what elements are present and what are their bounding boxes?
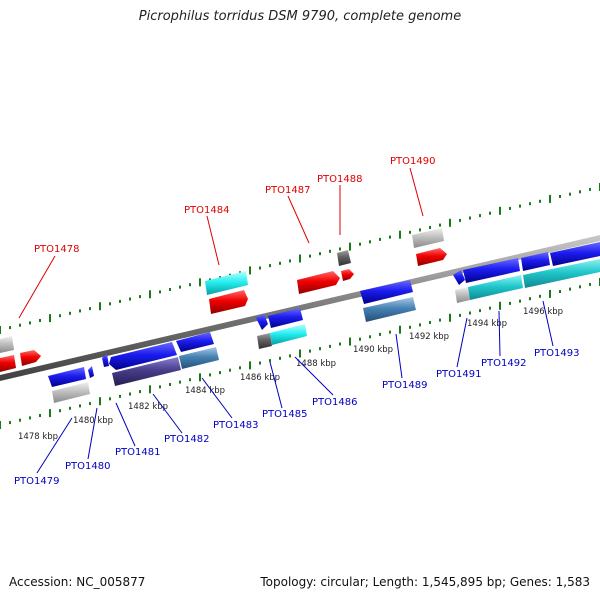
- kbp-label: 1492 kbp: [409, 332, 449, 342]
- leader-line: [18, 255, 56, 319]
- gene-arrow: [268, 308, 303, 328]
- gene-label[interactable]: PTO1480: [65, 461, 110, 472]
- leader-line: [498, 310, 501, 357]
- gene-block: [52, 382, 90, 403]
- kbp-label: 1488 kbp: [296, 359, 336, 369]
- gene-arrow: [453, 270, 465, 285]
- gene-block: [112, 357, 181, 386]
- kbp-scale-labels: 1478 kbp 1480 kbp 1482 kbp 1484 kbp 1486…: [18, 307, 563, 442]
- gene-label[interactable]: PTO1489: [382, 380, 427, 391]
- reverse-scale-ticks: [0, 278, 600, 429]
- gene-label[interactable]: PTO1481: [115, 447, 160, 458]
- kbp-label: 1494 kbp: [467, 319, 507, 329]
- gene-arrow: [102, 354, 109, 367]
- gene-block: [363, 297, 416, 322]
- forward-gene-labels: PTO1478 PTO1484 PTO1487 PTO1488 PTO1490: [18, 156, 435, 319]
- gene-arrow: [256, 314, 268, 330]
- kbp-label: 1478 kbp: [18, 432, 58, 442]
- gene-arrow: [521, 252, 550, 271]
- leader-line: [269, 361, 283, 409]
- kbp-label: 1486 kbp: [240, 373, 280, 383]
- reverse-gene-labels: PTO1479 PTO1480 PTO1481 PTO1482 PTO1483 …: [14, 300, 579, 487]
- gene-label[interactable]: PTO1490: [390, 156, 435, 167]
- gene-arrow: [209, 290, 248, 314]
- gene-arrow: [550, 242, 600, 266]
- forward-scale-ticks: [0, 183, 600, 334]
- gene-block: [0, 336, 14, 353]
- gene-block: [468, 275, 523, 300]
- kbp-label: 1482 kbp: [128, 402, 168, 412]
- gene-block: [412, 228, 444, 248]
- leader-line: [36, 417, 73, 474]
- gene-block: [337, 250, 351, 266]
- gene-label[interactable]: PTO1492: [481, 358, 526, 369]
- gene-arrow: [297, 271, 340, 294]
- gene-label[interactable]: PTO1488: [317, 174, 362, 185]
- gene-label[interactable]: PTO1483: [213, 420, 258, 431]
- leader-line: [542, 300, 554, 347]
- kbp-label: 1484 kbp: [185, 386, 225, 396]
- leader-line: [395, 333, 403, 379]
- gene-block: [205, 271, 248, 295]
- leader-line: [152, 393, 183, 434]
- leader-line: [87, 407, 98, 460]
- accession-text: Accession: NC_005877: [9, 575, 146, 589]
- gene-block: [257, 333, 272, 349]
- leader-line: [287, 195, 310, 244]
- gene-block: [523, 259, 600, 288]
- gene-label[interactable]: PTO1478: [34, 244, 79, 255]
- gene-block: [455, 287, 470, 303]
- kbp-label: 1490 kbp: [353, 345, 393, 355]
- gene-label[interactable]: PTO1484: [184, 205, 229, 216]
- reverse-strand-genes: [48, 242, 600, 403]
- gene-arrow: [0, 355, 16, 372]
- leader-line: [115, 402, 136, 447]
- kbp-label: 1496 kbp: [523, 307, 563, 317]
- gene-arrow: [360, 280, 413, 304]
- gene-label[interactable]: PTO1487: [265, 185, 310, 196]
- gene-block: [179, 347, 219, 369]
- gene-label[interactable]: PTO1479: [14, 476, 59, 487]
- gene-block: [270, 324, 307, 345]
- gene-label[interactable]: PTO1491: [436, 369, 481, 380]
- leader-line: [294, 356, 334, 396]
- gene-arrow: [341, 269, 354, 281]
- gene-arrow: [48, 367, 86, 387]
- gene-arrow: [416, 248, 447, 266]
- gene-arrow: [88, 366, 94, 378]
- gene-arrow: [176, 332, 214, 352]
- gene-label[interactable]: PTO1493: [534, 348, 579, 359]
- leader-line: [201, 377, 233, 419]
- gene-arrow: [109, 342, 177, 370]
- topology-text: Topology: circular; Length: 1,545,895 bp…: [260, 575, 590, 589]
- gene-arrow: [20, 350, 41, 366]
- forward-strand-genes: [0, 228, 447, 372]
- map-title: Picrophilus torridus DSM 9790, complete …: [138, 9, 462, 24]
- leader-line: [456, 317, 468, 368]
- gene-label[interactable]: PTO1486: [312, 397, 357, 408]
- leader-line: [206, 215, 220, 266]
- gene-arrow: [463, 258, 520, 283]
- leader-line: [409, 167, 424, 217]
- gene-label[interactable]: PTO1482: [164, 434, 209, 445]
- gene-label[interactable]: PTO1485: [262, 409, 307, 420]
- kbp-label: 1480 kbp: [73, 416, 113, 426]
